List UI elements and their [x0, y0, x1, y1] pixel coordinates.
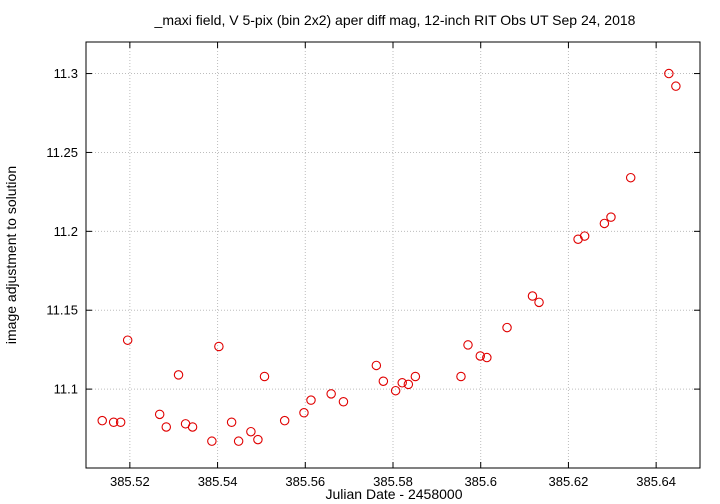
data-point [482, 352, 492, 363]
data-point [463, 340, 473, 350]
grid [86, 42, 700, 468]
data-point [161, 422, 172, 432]
data-point [226, 417, 237, 427]
data-point [527, 291, 538, 301]
data-point [573, 234, 583, 244]
y-tick-label: 11.3 [54, 66, 78, 81]
data-point [378, 376, 389, 386]
tick-labels: 385.52 385.54 385.56 385.58 385.6 385.62 385.6… [46, 66, 676, 489]
data-point [579, 231, 590, 241]
data-point [390, 385, 401, 396]
data-point [502, 322, 512, 333]
y-tick-label: 11.1 [54, 382, 78, 397]
data-point [122, 335, 133, 345]
x-tick-label: 385.6 [464, 474, 497, 489]
y-tick-label: 11.15 [46, 303, 78, 318]
data-points [97, 68, 681, 446]
data-point [371, 360, 382, 371]
x-tick-label: 385.54 [198, 474, 238, 489]
data-point [259, 371, 270, 382]
x-axis-label: Julian Date - 2458000 [326, 486, 463, 502]
data-point [108, 417, 119, 427]
axis-ticks [86, 42, 700, 468]
y-tick-label: 11.25 [46, 145, 78, 160]
data-point [97, 415, 107, 426]
data-point [671, 81, 681, 91]
data-point [115, 417, 126, 427]
x-tick-label: 385.58 [373, 474, 413, 489]
data-point [214, 341, 224, 352]
data-point [338, 396, 349, 407]
data-point [173, 370, 184, 380]
data-point [207, 436, 217, 446]
data-point [246, 426, 256, 437]
data-point [625, 172, 636, 183]
data-point [299, 408, 309, 418]
x-tick-label: 385.56 [285, 474, 325, 489]
data-point [606, 212, 616, 222]
data-point [326, 389, 336, 399]
y-tick-label: 11.2 [54, 224, 78, 239]
data-point [279, 415, 290, 426]
y-axis-label: image adjustment to solution [3, 166, 19, 344]
data-point [664, 68, 674, 79]
chart-title: _maxi field, V 5-pix (bin 2x2) aper diff… [154, 12, 636, 28]
data-point [403, 379, 414, 390]
data-point [410, 371, 421, 382]
data-point [456, 371, 466, 382]
data-point [233, 436, 244, 446]
data-point [253, 434, 263, 445]
x-tick-label: 385.64 [636, 474, 676, 489]
x-tick-label: 385.52 [110, 474, 150, 489]
data-point [187, 422, 198, 432]
data-point [306, 395, 316, 405]
data-point [475, 351, 486, 361]
data-point [397, 378, 407, 388]
data-point [154, 409, 165, 420]
x-tick-label: 385.62 [549, 474, 589, 489]
data-point [534, 297, 544, 308]
data-point [599, 218, 610, 229]
